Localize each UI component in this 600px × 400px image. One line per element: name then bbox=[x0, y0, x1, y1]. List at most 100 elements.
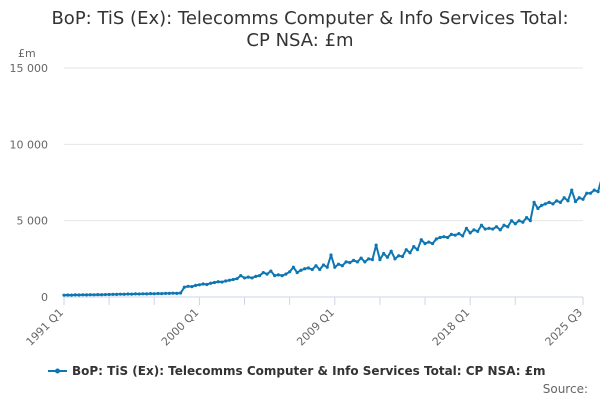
data-point-83[interactable] bbox=[374, 243, 378, 247]
data-point-101[interactable] bbox=[442, 235, 446, 239]
data-point-80[interactable] bbox=[363, 260, 367, 264]
data-point-40[interactable] bbox=[212, 280, 217, 285]
data-point-56[interactable] bbox=[273, 274, 277, 278]
data-point-133[interactable] bbox=[562, 196, 566, 200]
data-point-73[interactable] bbox=[336, 262, 341, 266]
data-point-85[interactable] bbox=[382, 251, 386, 256]
data-point-113[interactable] bbox=[487, 226, 491, 230]
data-point-121[interactable] bbox=[517, 219, 521, 223]
data-point-91[interactable] bbox=[404, 248, 408, 252]
data-point-75[interactable] bbox=[344, 260, 348, 264]
data-point-120[interactable] bbox=[513, 222, 517, 226]
data-point-134[interactable] bbox=[566, 199, 570, 203]
data-point-54[interactable] bbox=[265, 272, 269, 276]
data-point-115[interactable] bbox=[494, 225, 499, 229]
data-point-92[interactable] bbox=[408, 251, 412, 255]
data-point-8[interactable] bbox=[92, 293, 96, 297]
data-point-89[interactable] bbox=[397, 254, 401, 258]
data-point-68[interactable] bbox=[318, 267, 322, 272]
data-point-51[interactable] bbox=[254, 274, 258, 278]
data-point-0[interactable] bbox=[62, 293, 66, 297]
data-point-105[interactable] bbox=[457, 232, 461, 236]
data-point-103[interactable] bbox=[449, 232, 453, 237]
data-point-28[interactable] bbox=[167, 291, 171, 296]
data-point-86[interactable] bbox=[385, 255, 390, 259]
data-point-50[interactable] bbox=[250, 276, 254, 280]
data-point-45[interactable] bbox=[231, 277, 235, 282]
data-point-39[interactable] bbox=[209, 281, 213, 285]
data-point-118[interactable] bbox=[506, 225, 510, 229]
data-point-96[interactable] bbox=[423, 241, 427, 246]
data-point-142[interactable] bbox=[596, 190, 600, 194]
data-point-94[interactable] bbox=[415, 248, 420, 252]
data-point-25[interactable] bbox=[156, 291, 160, 296]
data-point-67[interactable] bbox=[314, 264, 318, 268]
data-point-114[interactable] bbox=[491, 227, 495, 231]
data-point-42[interactable] bbox=[220, 280, 224, 284]
data-point-100[interactable] bbox=[438, 235, 442, 240]
data-point-131[interactable] bbox=[555, 199, 559, 203]
data-point-123[interactable] bbox=[524, 216, 529, 220]
data-point-38[interactable] bbox=[205, 282, 209, 287]
data-point-23[interactable] bbox=[148, 292, 153, 296]
data-point-138[interactable] bbox=[581, 197, 585, 201]
data-point-30[interactable] bbox=[175, 291, 179, 295]
data-point-88[interactable] bbox=[393, 257, 397, 261]
data-point-24[interactable] bbox=[152, 292, 156, 296]
data-point-66[interactable] bbox=[310, 267, 314, 272]
data-point-35[interactable] bbox=[194, 283, 198, 287]
data-point-55[interactable] bbox=[269, 269, 273, 273]
data-point-7[interactable] bbox=[88, 293, 92, 297]
data-point-52[interactable] bbox=[257, 274, 262, 278]
data-point-27[interactable] bbox=[163, 291, 168, 295]
data-point-57[interactable] bbox=[276, 273, 280, 277]
data-point-93[interactable] bbox=[412, 245, 416, 249]
data-point-22[interactable] bbox=[145, 292, 149, 296]
data-point-95[interactable] bbox=[419, 238, 423, 242]
data-point-122[interactable] bbox=[521, 220, 525, 224]
data-point-64[interactable] bbox=[303, 267, 307, 271]
data-point-37[interactable] bbox=[201, 282, 205, 286]
data-point-97[interactable] bbox=[427, 240, 431, 244]
data-point-125[interactable] bbox=[532, 200, 536, 204]
data-point-53[interactable] bbox=[261, 270, 265, 275]
data-point-43[interactable] bbox=[224, 279, 228, 283]
data-point-11[interactable] bbox=[103, 292, 107, 297]
data-point-72[interactable] bbox=[333, 265, 337, 269]
data-point-82[interactable] bbox=[370, 258, 374, 262]
data-point-10[interactable] bbox=[100, 293, 104, 297]
data-point-59[interactable] bbox=[284, 272, 288, 276]
data-point-32[interactable] bbox=[182, 285, 186, 289]
data-point-117[interactable] bbox=[502, 223, 506, 227]
data-point-12[interactable] bbox=[107, 292, 111, 297]
data-point-44[interactable] bbox=[227, 278, 232, 282]
data-point-21[interactable] bbox=[141, 292, 145, 296]
data-point-81[interactable] bbox=[367, 257, 371, 261]
data-point-128[interactable] bbox=[543, 202, 547, 206]
data-point-78[interactable] bbox=[355, 260, 359, 264]
data-point-16[interactable] bbox=[122, 292, 126, 296]
data-point-61[interactable] bbox=[291, 265, 296, 269]
data-point-65[interactable] bbox=[306, 266, 311, 270]
data-point-130[interactable] bbox=[551, 202, 555, 206]
data-point-102[interactable] bbox=[446, 235, 450, 240]
data-point-109[interactable] bbox=[472, 228, 476, 232]
data-point-3[interactable] bbox=[73, 293, 77, 297]
data-point-29[interactable] bbox=[171, 291, 175, 295]
data-point-41[interactable] bbox=[216, 280, 220, 284]
data-point-49[interactable] bbox=[246, 275, 250, 279]
data-point-107[interactable] bbox=[464, 226, 469, 230]
data-point-46[interactable] bbox=[235, 277, 239, 281]
data-point-139[interactable] bbox=[585, 191, 589, 195]
data-point-126[interactable] bbox=[536, 206, 540, 211]
data-point-1[interactable] bbox=[66, 293, 70, 297]
data-point-48[interactable] bbox=[242, 276, 247, 280]
data-point-31[interactable] bbox=[178, 291, 183, 295]
data-point-106[interactable] bbox=[461, 234, 465, 238]
data-point-5[interactable] bbox=[81, 293, 85, 297]
data-point-136[interactable] bbox=[573, 199, 578, 204]
data-point-132[interactable] bbox=[558, 200, 563, 204]
data-point-26[interactable] bbox=[160, 292, 164, 296]
data-point-99[interactable] bbox=[434, 237, 438, 241]
data-point-20[interactable] bbox=[137, 292, 141, 296]
